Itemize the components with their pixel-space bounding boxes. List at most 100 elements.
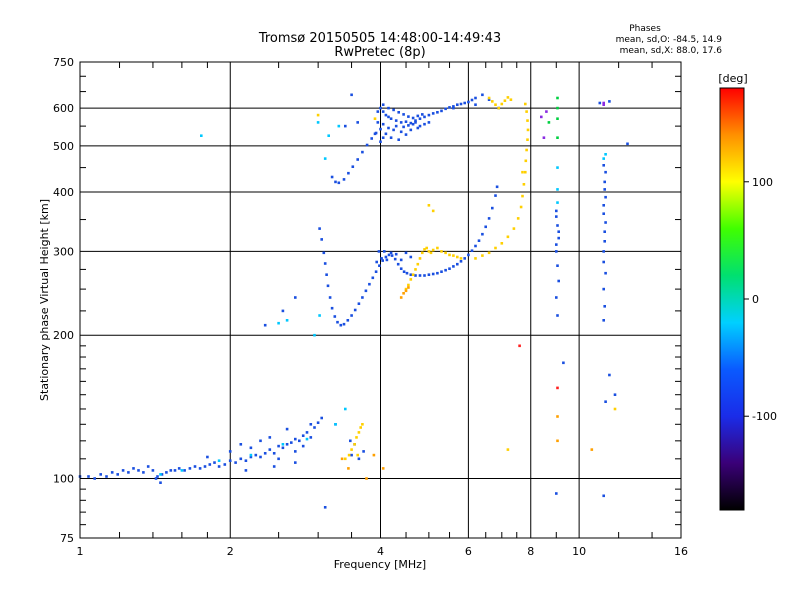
- data-point: [272, 452, 276, 455]
- data-point: [427, 121, 431, 124]
- data-point: [474, 257, 477, 260]
- data-point: [416, 126, 420, 130]
- data-point: [452, 265, 455, 268]
- data-point: [556, 224, 559, 227]
- data-point: [448, 253, 451, 257]
- data-point: [604, 153, 607, 156]
- data-point: [555, 243, 558, 246]
- data-point: [459, 102, 463, 106]
- data-point: [370, 137, 373, 140]
- data-point: [524, 170, 527, 174]
- data-point: [444, 107, 447, 111]
- data-point: [387, 115, 390, 119]
- data-point: [421, 251, 424, 255]
- data-point: [418, 274, 422, 277]
- data-point: [512, 227, 516, 230]
- y-tick-labels: 75 100 200 300 400 500 600 750: [53, 56, 74, 545]
- data-point: [228, 459, 232, 462]
- data-point: [244, 469, 248, 472]
- data-point: [404, 251, 408, 255]
- data-point: [404, 287, 408, 291]
- data-point: [217, 459, 221, 462]
- data-point: [481, 254, 484, 257]
- data-point: [373, 132, 377, 136]
- data-point: [394, 252, 398, 256]
- data-point: [159, 481, 162, 484]
- data-point: [359, 426, 362, 429]
- data-point: [350, 448, 353, 451]
- data-point: [411, 273, 415, 276]
- data-point: [330, 175, 334, 179]
- data-point: [347, 171, 350, 175]
- data-point: [333, 315, 337, 318]
- data-point: [456, 255, 459, 259]
- data-point: [384, 132, 388, 136]
- data-point: [409, 121, 413, 125]
- data-point: [423, 115, 426, 119]
- data-point: [263, 323, 267, 327]
- data-point: [365, 477, 368, 480]
- data-point: [521, 194, 524, 198]
- data-point: [281, 309, 285, 313]
- data-point: [213, 461, 216, 464]
- x-tick-label: 8: [527, 545, 534, 558]
- data-point: [193, 465, 197, 468]
- data-point: [452, 254, 455, 257]
- data-point: [423, 274, 426, 277]
- data-point: [444, 251, 447, 255]
- data-point: [414, 274, 417, 277]
- data-point: [393, 257, 397, 261]
- data-point: [603, 230, 606, 233]
- data-point: [239, 457, 243, 461]
- data-point: [418, 117, 422, 120]
- data-point: [375, 260, 378, 264]
- data-point: [427, 250, 431, 253]
- data-point: [381, 467, 385, 470]
- data-point: [411, 116, 415, 120]
- data-point: [431, 248, 435, 252]
- data-point: [121, 469, 125, 472]
- data-point: [602, 494, 605, 498]
- data-point: [337, 124, 341, 128]
- data-point: [608, 100, 611, 103]
- data-point: [281, 446, 285, 450]
- data-point: [402, 125, 405, 129]
- phases-x-stats: mean, sd,X: 88.0, 17.6: [620, 46, 723, 56]
- data-point: [151, 469, 155, 472]
- data-point: [427, 273, 431, 276]
- data-point: [390, 254, 394, 257]
- x-tick-label: 1: [77, 545, 84, 558]
- data-point: [557, 230, 560, 233]
- data-point: [404, 289, 408, 293]
- data-point: [521, 170, 524, 174]
- data-point: [491, 206, 494, 210]
- data-point: [381, 110, 385, 113]
- data-point: [371, 276, 375, 280]
- data-point: [519, 205, 523, 209]
- data-point: [389, 117, 393, 120]
- data-point: [357, 431, 361, 434]
- data-point: [337, 181, 341, 185]
- data-point: [556, 439, 559, 443]
- data-point: [495, 185, 499, 189]
- data-point: [487, 251, 491, 255]
- y-tick-label: 300: [53, 245, 74, 258]
- data-point: [344, 124, 347, 128]
- data-point: [301, 434, 305, 437]
- data-point: [336, 320, 339, 324]
- data-point: [206, 455, 209, 459]
- data-point: [294, 296, 297, 299]
- data-point: [396, 262, 400, 266]
- data-point: [87, 475, 90, 478]
- data-point: [339, 323, 343, 327]
- data-point: [526, 138, 529, 141]
- data-point: [407, 286, 410, 289]
- data-point: [436, 271, 439, 275]
- data-point: [397, 111, 400, 114]
- data-point: [305, 437, 309, 441]
- data-point: [364, 289, 368, 293]
- data-point: [556, 314, 559, 317]
- data-point: [613, 407, 617, 411]
- data-point: [198, 467, 202, 470]
